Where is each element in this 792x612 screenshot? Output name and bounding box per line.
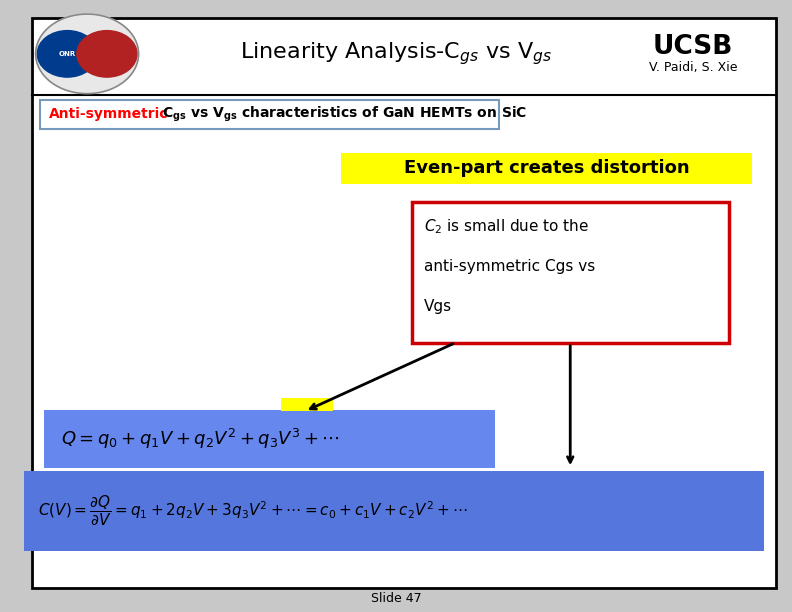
Text: Slide 47: Slide 47 xyxy=(371,592,421,605)
Text: Vgs: Vgs xyxy=(424,299,452,313)
Text: $\mathbf{C_{gs}}$ vs $\mathbf{V_{gs}}$ characteristics of GaN HEMTs on SiC: $\mathbf{C_{gs}}$ vs $\mathbf{V_{gs}}$ c… xyxy=(162,105,527,124)
Text: Linearity Analysis-C$_{gs}$ vs V$_{gs}$: Linearity Analysis-C$_{gs}$ vs V$_{gs}$ xyxy=(240,40,552,67)
Circle shape xyxy=(37,31,97,77)
Text: ONR: ONR xyxy=(59,51,76,57)
Text: $C(V) = \dfrac{\partial Q}{\partial V} = q_1 + 2q_2V + 3q_3V^2 + \cdots = c_0 + : $C(V) = \dfrac{\partial Q}{\partial V} =… xyxy=(38,494,467,528)
Circle shape xyxy=(36,14,139,94)
FancyBboxPatch shape xyxy=(341,153,752,184)
Circle shape xyxy=(77,31,137,77)
FancyBboxPatch shape xyxy=(40,100,499,129)
Text: Even-part creates distortion: Even-part creates distortion xyxy=(404,159,689,177)
FancyBboxPatch shape xyxy=(32,18,776,588)
Text: $C_2$ is small due to the: $C_2$ is small due to the xyxy=(424,217,589,236)
Text: Anti-symmetric: Anti-symmetric xyxy=(49,108,169,121)
FancyBboxPatch shape xyxy=(44,410,495,468)
Text: $Q = q_0 + q_1V + q_2V^2 + q_3V^3 + \cdots$: $Q = q_0 + q_1V + q_2V^2 + q_3V^3 + \cdo… xyxy=(61,427,340,451)
Text: anti-symmetric Cgs vs: anti-symmetric Cgs vs xyxy=(424,259,595,274)
FancyBboxPatch shape xyxy=(412,202,729,343)
FancyBboxPatch shape xyxy=(281,398,333,411)
Text: V. Paidi, S. Xie: V. Paidi, S. Xie xyxy=(649,61,737,74)
Text: UCSB: UCSB xyxy=(653,34,733,59)
FancyBboxPatch shape xyxy=(24,471,764,551)
